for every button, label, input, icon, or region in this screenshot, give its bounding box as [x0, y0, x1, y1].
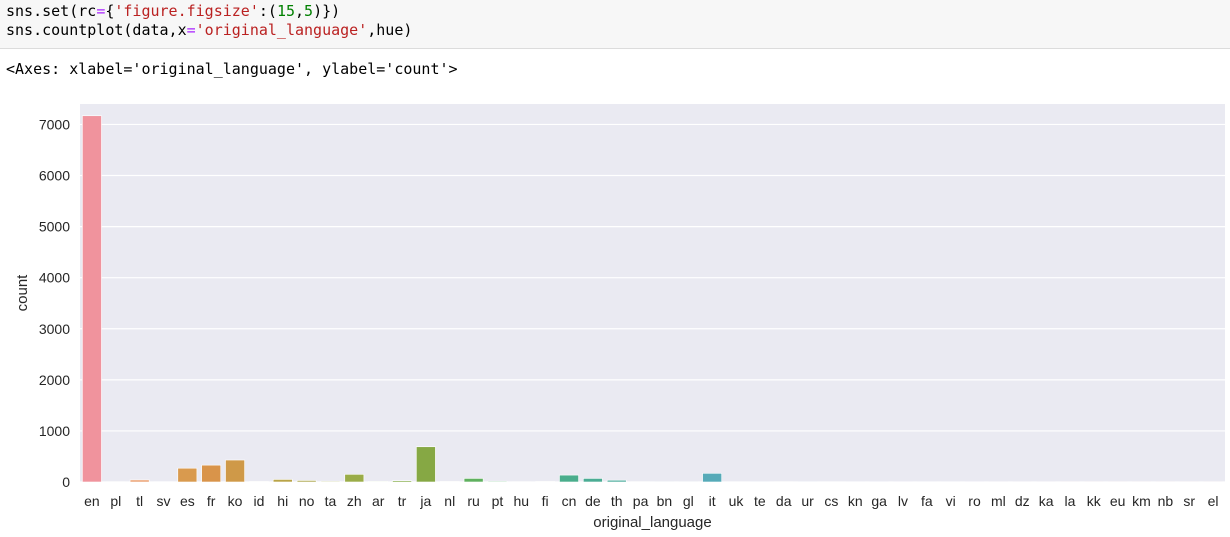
y-tick-label: 1000 [39, 423, 70, 439]
x-tick-label: fi [542, 493, 549, 509]
x-tick-label: lv [898, 493, 908, 509]
bar-en [82, 115, 102, 483]
x-tick-label: ml [991, 493, 1006, 509]
bar-fr [201, 464, 222, 483]
x-tick-label: te [754, 493, 766, 509]
x-tick-label: fa [921, 493, 933, 509]
x-tick-label: sv [156, 493, 170, 509]
x-tick-label: ro [968, 493, 981, 509]
bar-ru [463, 478, 484, 483]
x-tick-label: hi [277, 493, 288, 509]
x-tick-label: it [709, 493, 716, 509]
x-tick-label: km [1132, 493, 1151, 509]
y-axis-label: count [14, 274, 31, 312]
code-token: 15 [276, 2, 295, 20]
x-tick-label: pa [633, 493, 649, 509]
x-tick-label: la [1064, 493, 1075, 509]
code-token: 5 [304, 2, 314, 20]
bar-ko [225, 459, 245, 483]
x-tick-label: fr [207, 493, 216, 509]
code-token: = [186, 21, 196, 39]
x-tick-label: el [1208, 493, 1219, 509]
x-tick-label: ur [801, 493, 814, 509]
code-cell[interactable]: sns.set(rc={'figure.figsize':(15,5)}) sn… [0, 0, 1230, 49]
x-tick-label: id [253, 493, 264, 509]
x-tick-label: dz [1015, 493, 1030, 509]
x-tick-label: bn [657, 493, 673, 509]
x-tick-label: ga [871, 493, 887, 509]
x-tick-label: kk [1087, 493, 1102, 509]
bar-tr [392, 480, 412, 483]
x-tick-label: ko [228, 493, 243, 509]
x-tick-label: no [299, 493, 315, 509]
bar-nl [439, 481, 460, 483]
code-token: = [96, 2, 106, 20]
x-tick-label: cn [562, 493, 577, 509]
bar-ta [320, 480, 341, 483]
bar-fi [535, 481, 555, 483]
x-tick-label: pl [110, 493, 121, 509]
x-tick-label: en [84, 493, 100, 509]
y-tick-label: 2000 [39, 372, 70, 388]
x-tick-label: gl [683, 493, 694, 509]
code-token: sns.set(rc [6, 2, 97, 20]
bar-ar [368, 481, 389, 483]
code-token: :( [258, 2, 277, 20]
bar-zh [344, 474, 365, 483]
x-tick-label: eu [1110, 493, 1126, 509]
x-tick-label: kn [848, 493, 863, 509]
x-tick-label: cs [824, 493, 838, 509]
bar-it [702, 473, 722, 483]
x-tick-label: da [776, 493, 792, 509]
code-line-2[interactable]: sns.countplot(data,x='original_language'… [6, 21, 412, 39]
bar-th [606, 479, 627, 483]
x-tick-label: tr [398, 493, 407, 509]
bar-no [296, 480, 317, 483]
x-tick-label: sr [1183, 493, 1195, 509]
code-token: sns.countplot(data,x [6, 21, 187, 39]
x-tick-label: es [180, 493, 195, 509]
code-token: )}) [313, 2, 341, 20]
y-tick-label: 7000 [39, 116, 70, 132]
x-axis-label: original_language [593, 514, 711, 531]
code-token: { [105, 2, 115, 20]
bar-cn [559, 474, 579, 483]
bar-es [177, 467, 198, 483]
code-token: , [295, 2, 305, 20]
x-tick-label: th [611, 493, 623, 509]
y-tick-label: 5000 [39, 219, 70, 235]
x-tick-label: ar [372, 493, 385, 509]
x-tick-label: tl [136, 493, 143, 509]
x-tick-label: ru [467, 493, 479, 509]
x-tick-label: ta [325, 493, 337, 509]
y-tick-label: 6000 [39, 168, 70, 184]
bar-ja [416, 446, 436, 483]
x-tick-label: ka [1039, 493, 1054, 509]
x-tick-label: ja [419, 493, 431, 509]
y-tick-label: 0 [62, 474, 70, 490]
bar-pt [487, 480, 508, 483]
y-tick-label: 4000 [39, 270, 70, 286]
bar-de [583, 478, 603, 483]
bar-id [249, 481, 269, 483]
x-tick-label: hu [514, 493, 530, 509]
x-tick-label: nb [1158, 493, 1174, 509]
x-tick-label: vi [946, 493, 956, 509]
bar-hi [272, 479, 293, 483]
x-tick-label: nl [444, 493, 455, 509]
x-tick-label: uk [729, 493, 745, 509]
code-line-1[interactable]: sns.set(rc={'figure.figsize':(15,5)}) [6, 2, 340, 20]
code-token: ,hue) [367, 21, 413, 39]
plot-background [80, 104, 1225, 482]
code-token: 'figure.figsize' [114, 2, 259, 20]
x-tick-label: zh [347, 493, 362, 509]
output-text: <Axes: xlabel='original_language', ylabe… [6, 60, 458, 78]
x-tick-label: de [585, 493, 601, 509]
x-tick-label: pt [492, 493, 504, 509]
y-tick-label: 3000 [39, 321, 70, 337]
bar-tl [129, 479, 150, 483]
code-token: 'original_language' [195, 21, 368, 39]
